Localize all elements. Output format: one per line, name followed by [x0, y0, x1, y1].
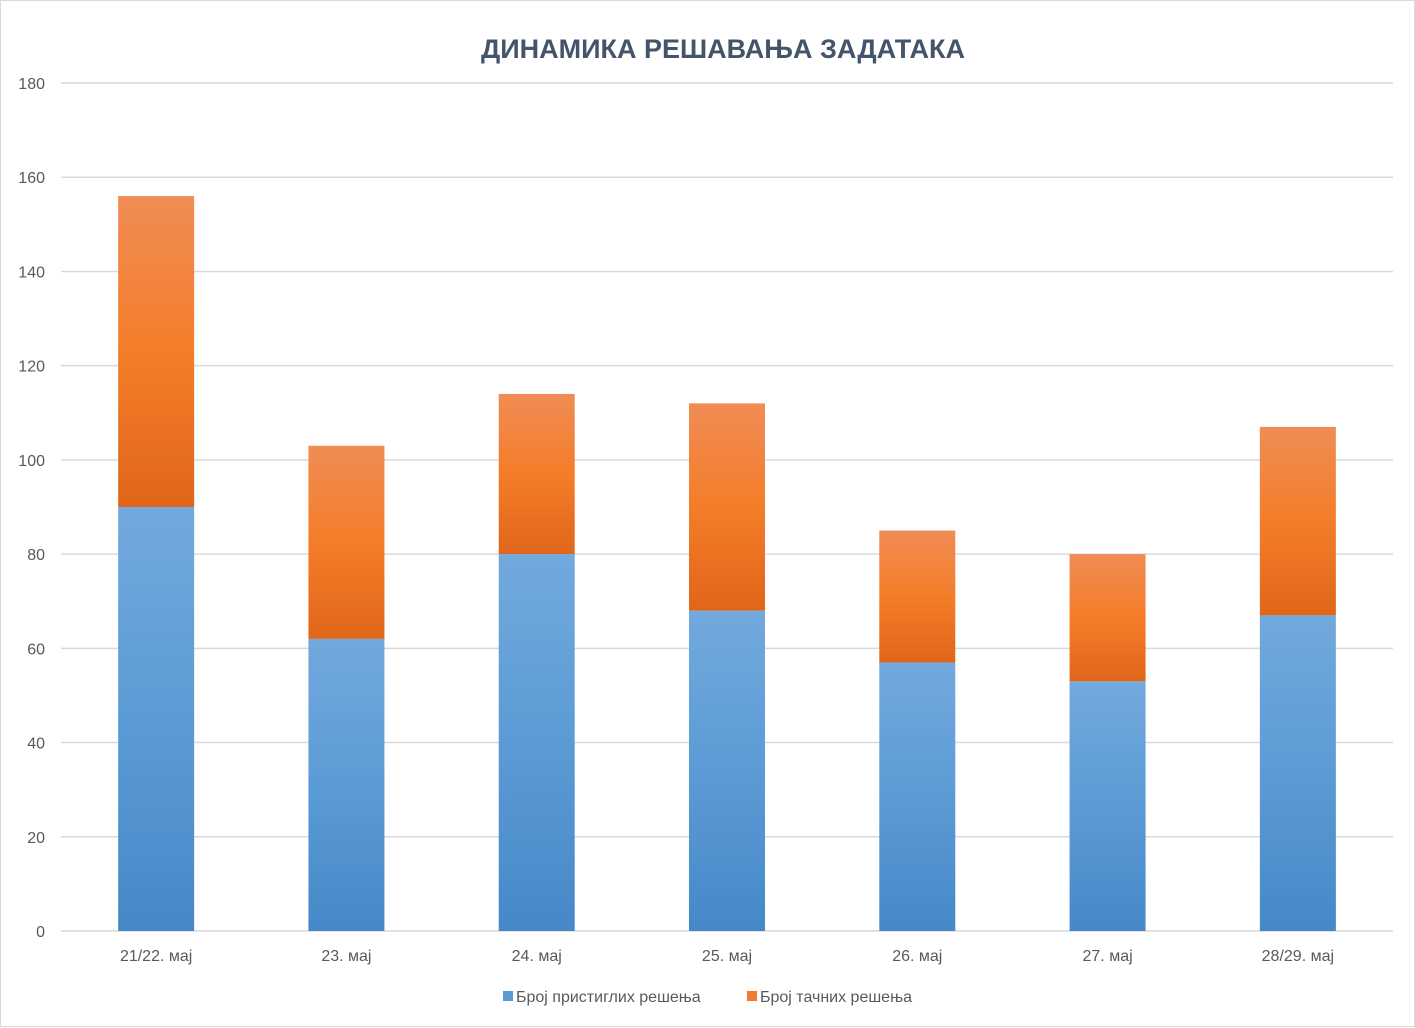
y-tick-label: 20 — [27, 830, 45, 847]
y-tick-label: 60 — [27, 641, 45, 658]
x-tick-label: 24. мај — [512, 948, 562, 965]
y-tick-label: 160 — [18, 170, 45, 187]
x-axis-ticks: 21/22. мај 23. мај 24. мај 25. мај 26. мај 27… — [120, 948, 1334, 965]
bar-received — [1069, 681, 1146, 931]
x-tick-label: 21/22. мај — [120, 948, 192, 965]
x-tick-label: 27. мај — [1083, 948, 1133, 965]
legend-swatch — [747, 991, 757, 1001]
legend: Број пристиглих решења Број тачних решења — [503, 989, 912, 1006]
bar-correct — [689, 403, 765, 611]
y-tick-label: 40 — [27, 736, 45, 753]
bar-correct — [118, 196, 195, 508]
bar-received — [118, 507, 195, 931]
y-axis-ticks: 0 20 40 60 80 100 120 140 160 180 — [18, 76, 45, 941]
y-tick-label: 80 — [27, 547, 45, 564]
y-tick-label: 140 — [18, 264, 45, 281]
legend-label: Број пристиглих решења — [516, 989, 701, 1006]
y-tick-label: 0 — [36, 924, 45, 941]
legend-label: Број тачних решења — [760, 989, 912, 1006]
x-tick-label: 26. мај — [892, 948, 942, 965]
y-tick-label: 120 — [18, 359, 45, 376]
bar-received — [879, 662, 956, 931]
chart-title: ДИНАМИКА РЕШАВАЊА ЗАДАТАКА — [481, 34, 965, 64]
y-tick-label: 100 — [18, 453, 45, 470]
bar-received — [308, 638, 385, 931]
bar-received — [498, 554, 575, 931]
bar-correct — [1069, 554, 1146, 682]
legend-swatch — [503, 991, 513, 1001]
bar-received — [689, 610, 765, 931]
bar-correct — [498, 393, 575, 555]
bars — [118, 196, 1336, 931]
x-tick-label: 23. мај — [321, 948, 371, 965]
y-tick-label: 180 — [18, 76, 45, 93]
bar-correct — [1259, 426, 1336, 616]
x-tick-label: 25. мај — [702, 948, 752, 965]
bar-correct — [308, 445, 385, 639]
x-tick-label: 28/29. мај — [1262, 948, 1334, 965]
bar-correct — [879, 530, 956, 663]
bar-received — [1259, 615, 1336, 931]
